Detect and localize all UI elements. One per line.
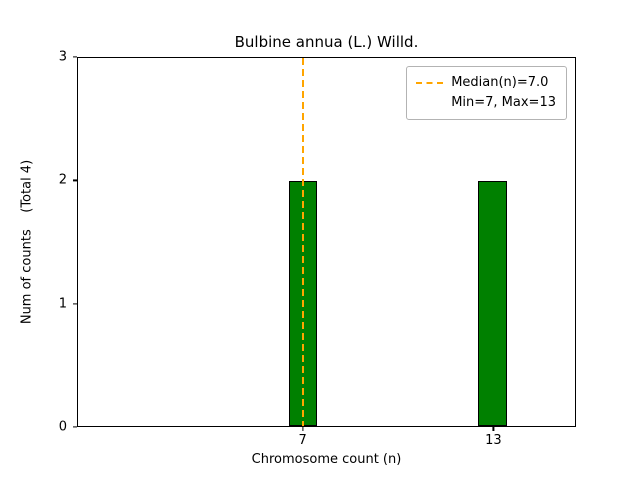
- legend-label-median: Median(n)=7.0: [451, 75, 549, 90]
- bar: [478, 180, 507, 426]
- x-tick-mark: [302, 427, 304, 431]
- y-tick-label: 1: [58, 296, 67, 312]
- y-tick-label: 3: [58, 49, 67, 65]
- x-axis-ticks: 7 13: [77, 427, 576, 453]
- x-tick-mark: [492, 427, 494, 431]
- x-tick-label: 7: [298, 433, 307, 448]
- median-line: [301, 58, 304, 426]
- x-axis-label: Chromosome count (n): [251, 452, 402, 467]
- y-tick-mark: [73, 426, 77, 428]
- x-tick-label: 13: [485, 433, 502, 448]
- y-axis-ticks: 0 1 2 3: [0, 50, 77, 435]
- legend-entry-minmax: Min=7, Max=13: [416, 93, 556, 113]
- legend-label-minmax: Min=7, Max=13: [451, 95, 556, 111]
- median-dashed-line-sample: [416, 82, 444, 85]
- y-tick-label: 0: [58, 419, 67, 435]
- y-tick-mark: [73, 179, 77, 181]
- y-tick-label: 2: [58, 172, 67, 188]
- y-tick-mark: [73, 56, 77, 58]
- y-tick-mark: [73, 303, 77, 305]
- chart-title: Bulbine annua (L.) Willd.: [234, 33, 419, 51]
- legend: Median(n)=7.0 Min=7, Max=13: [406, 66, 567, 121]
- plot-area: Median(n)=7.0 Min=7, Max=13: [77, 57, 576, 427]
- legend-entry-median: Median(n)=7.0: [416, 73, 556, 93]
